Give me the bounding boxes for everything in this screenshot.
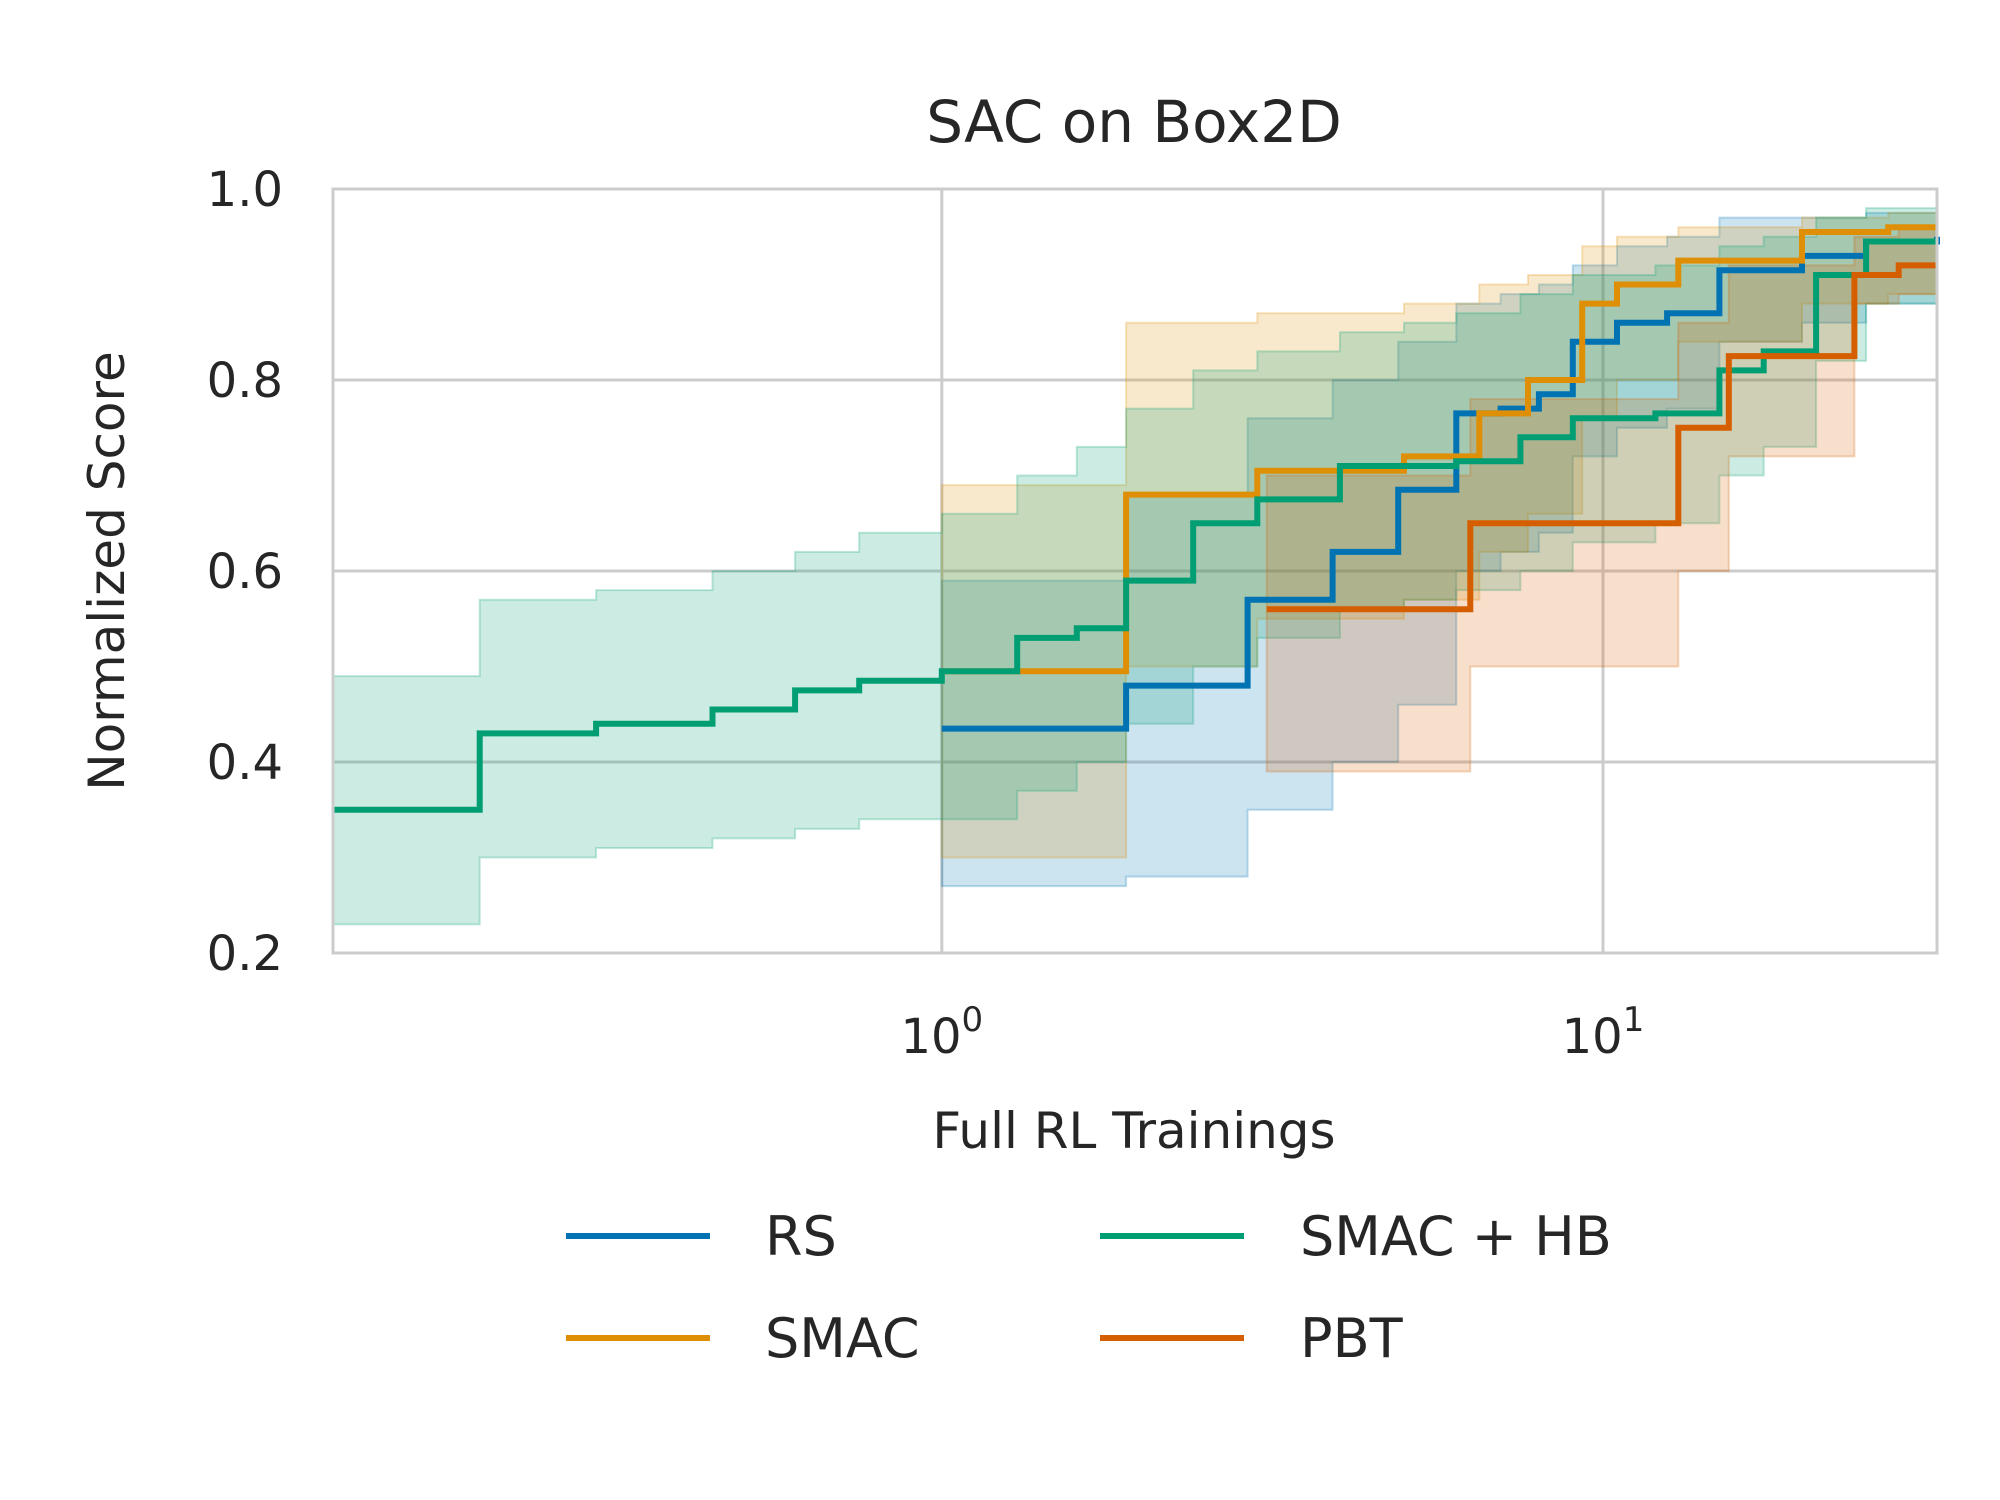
line-pbt	[1266, 262, 1937, 613]
legend-item-pbt: PBT	[1100, 1307, 1404, 1370]
y-axis-label: Normalized Score	[78, 351, 136, 790]
line-smac-hb	[333, 238, 1937, 813]
legend-label-rs: RS	[765, 1205, 837, 1268]
x-tick-labels: 100 101	[900, 1000, 1644, 1065]
y-tick-label: 0.8	[207, 353, 283, 409]
legend-label-smac-hb: SMAC + HB	[1300, 1205, 1612, 1268]
x-tick-label: 100	[900, 1000, 983, 1065]
line-smac	[941, 224, 1937, 675]
legend-item-smac: SMAC	[566, 1307, 920, 1370]
legend: RS SMAC + HB SMAC PBT	[566, 1205, 1612, 1370]
legend-item-smac-hb: SMAC + HB	[1100, 1205, 1612, 1268]
legend-label-pbt: PBT	[1300, 1307, 1404, 1370]
series-lines	[333, 224, 1940, 813]
line-rs	[941, 236, 1940, 732]
x-tick-label: 101	[1562, 1000, 1645, 1065]
legend-item-rs: RS	[566, 1205, 837, 1268]
y-tick-label: 1.0	[207, 162, 283, 218]
legend-label-smac: SMAC	[765, 1307, 920, 1370]
y-tick-label: 0.6	[207, 544, 283, 600]
x-axis-label: Full RL Trainings	[932, 1102, 1335, 1160]
y-tick-label: 0.2	[207, 926, 283, 982]
y-tick-labels: 0.2 0.4 0.6 0.8 1.0	[207, 162, 283, 982]
y-tick-label: 0.4	[207, 735, 283, 791]
chart-title: SAC on Box2D	[926, 88, 1342, 156]
plot-frame	[331, 187, 1939, 955]
